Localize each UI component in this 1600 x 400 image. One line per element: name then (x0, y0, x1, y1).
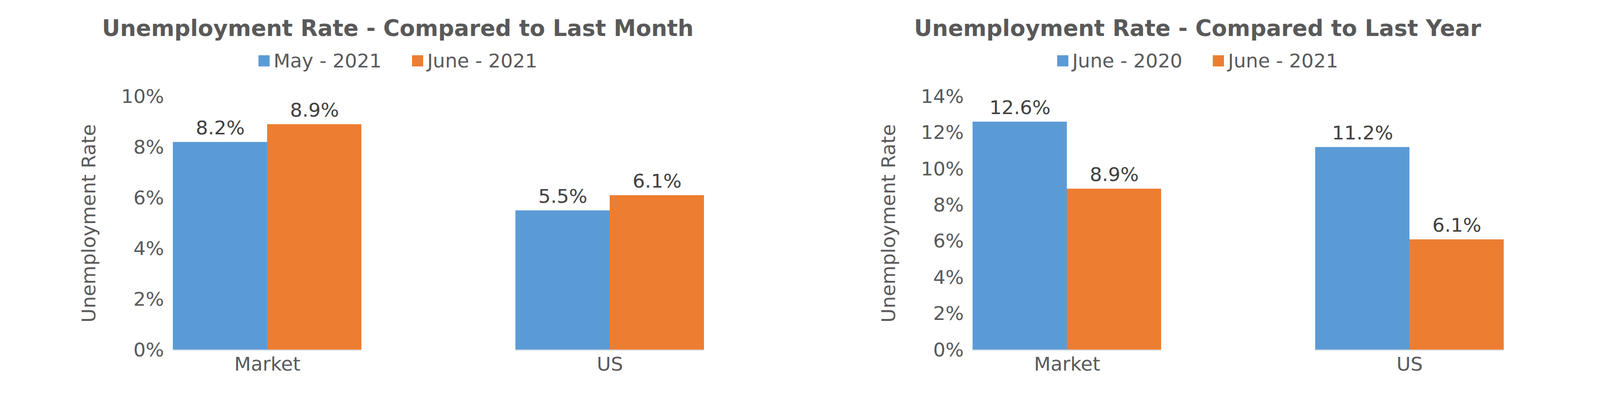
svg-text:8.9%: 8.9% (289, 98, 340, 122)
svg-text:8.2%: 8.2% (195, 116, 245, 139)
svg-text:0%: 0% (133, 338, 164, 361)
svg-text:2%: 2% (133, 287, 164, 311)
svg-text:2%: 2% (933, 302, 964, 325)
svg-text:6.1%: 6.1% (632, 169, 682, 193)
svg-text:6.1%: 6.1% (1432, 213, 1482, 237)
svg-text:6%: 6% (933, 229, 964, 252)
svg-text:10%: 10% (121, 85, 164, 108)
html-text:June - 2021: June - 2021 (427, 49, 538, 72)
svg-text:US: US (1396, 352, 1424, 376)
svg-text:0%: 0% (933, 338, 964, 361)
html-text:May - 2021: May - 2021 (273, 49, 382, 72)
svg-text:4%: 4% (133, 237, 164, 260)
svg-text:Unemployment Rate: Unemployment Rate (77, 124, 100, 323)
html-text:June - 2020: June - 2020 (1072, 49, 1183, 72)
html-text:Unemployment Rate - Compared t: Unemployment Rate - Compared to Last Yea… (914, 15, 1482, 42)
svg-text:Market: Market (1033, 352, 1101, 376)
svg-text:8.9%: 8.9% (1089, 163, 1139, 186)
svg-text:4%: 4% (933, 266, 964, 289)
svg-text:Market: Market (234, 352, 301, 376)
svg-text:6%: 6% (133, 186, 164, 209)
svg-text:10%: 10% (920, 157, 964, 180)
html-text:Unemployment Rate - Compared t: Unemployment Rate - Compared to Last Mon… (102, 15, 694, 42)
svg-text:11.2%: 11.2% (1331, 121, 1394, 144)
svg-text:US: US (597, 352, 624, 376)
svg-text:12.6%: 12.6% (989, 96, 1051, 119)
svg-text:8%: 8% (933, 193, 964, 216)
svg-text:Unemployment Rate: Unemployment Rate (877, 124, 900, 323)
svg-text:14%: 14% (920, 85, 964, 108)
html-text:June - 2021: June - 2021 (1228, 49, 1339, 72)
svg-text:5.5%: 5.5% (538, 184, 588, 208)
svg-text:12%: 12% (920, 121, 964, 144)
svg-text:8%: 8% (133, 135, 164, 159)
